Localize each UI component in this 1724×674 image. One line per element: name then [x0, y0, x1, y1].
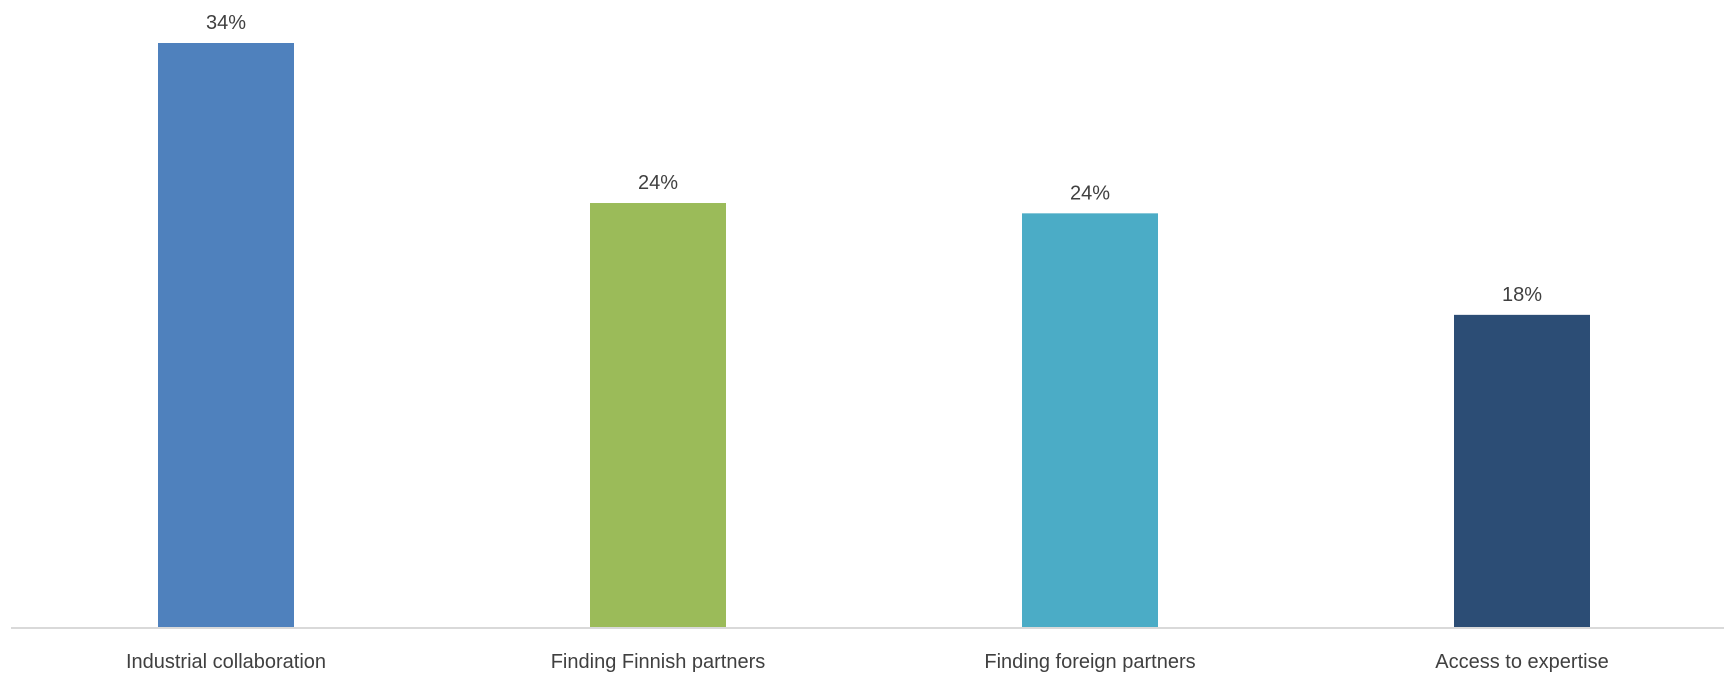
- category-label-2: Finding Finnish partners: [551, 651, 766, 673]
- bar-1: [158, 43, 294, 628]
- data-label-3: 24%: [1070, 182, 1110, 204]
- data-label-2: 24%: [638, 172, 678, 194]
- bars-layer: [158, 43, 1590, 628]
- data-label-1: 34%: [206, 12, 246, 34]
- data-label-4: 18%: [1502, 284, 1542, 306]
- category-label-4: Access to expertise: [1435, 651, 1608, 673]
- bar-2: [590, 203, 726, 628]
- category-labels-layer: Industrial collaboration Finding Finnish …: [126, 651, 1609, 673]
- bar-3: [1022, 213, 1158, 628]
- category-label-3: Finding foreign partners: [984, 651, 1195, 673]
- data-labels-layer: 34% 24% 24% 18%: [206, 12, 1542, 306]
- bar-4: [1454, 314, 1590, 628]
- category-label-1: Industrial collaboration: [126, 651, 326, 673]
